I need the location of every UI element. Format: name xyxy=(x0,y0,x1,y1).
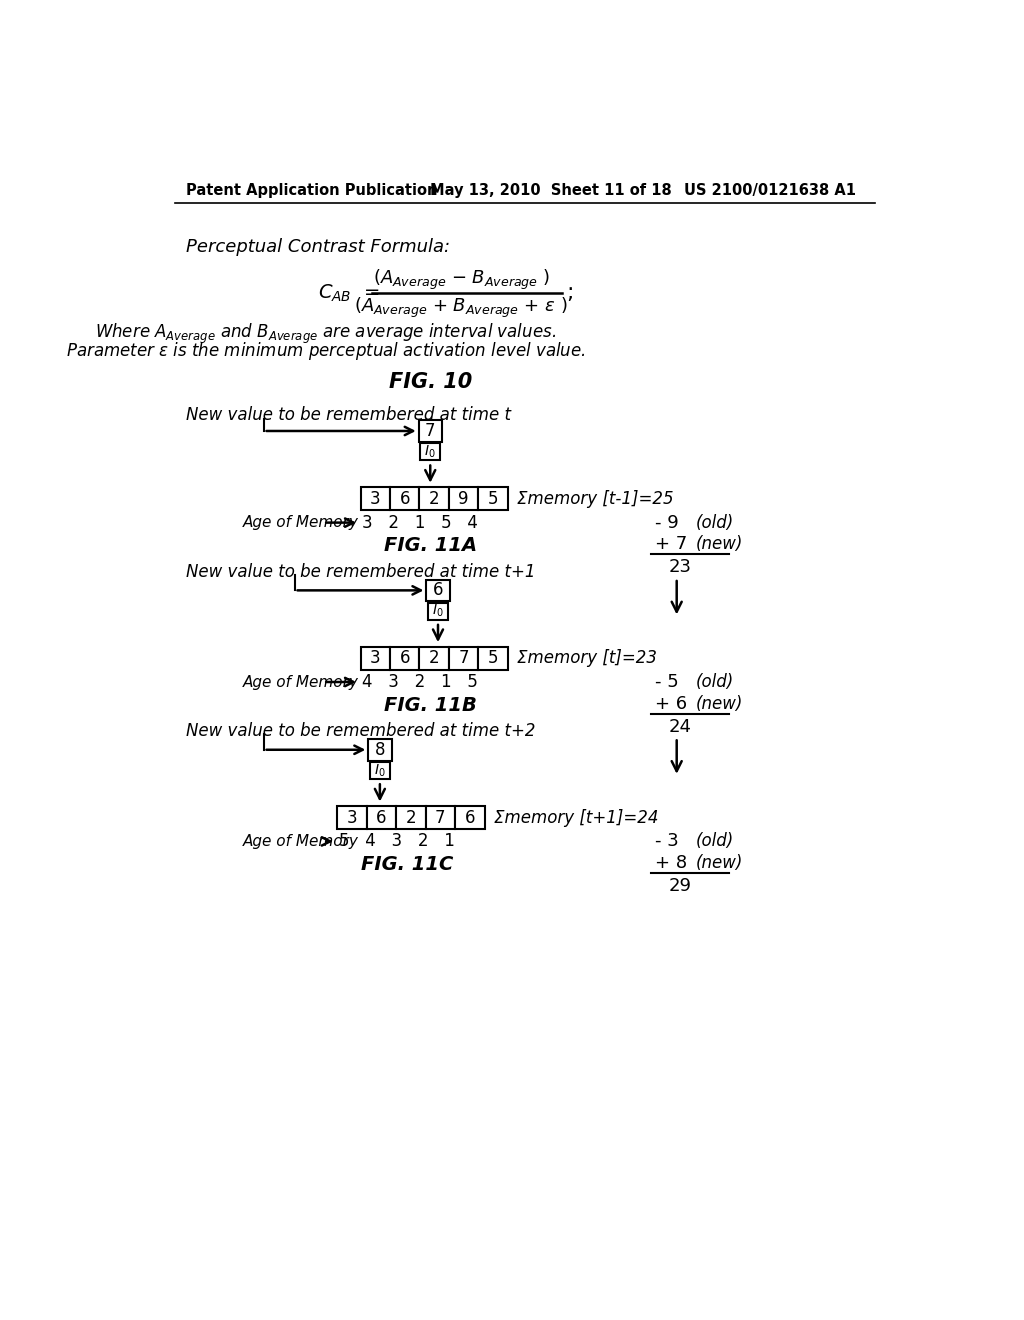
Text: Age of Memory: Age of Memory xyxy=(243,834,358,849)
Bar xyxy=(419,420,442,442)
Bar xyxy=(428,603,449,619)
Bar xyxy=(420,487,449,511)
Text: (old): (old) xyxy=(695,833,733,850)
Bar xyxy=(426,579,450,601)
Text: (old): (old) xyxy=(695,513,733,532)
Bar xyxy=(420,647,449,669)
Text: 6: 6 xyxy=(465,809,475,826)
Bar xyxy=(478,647,508,669)
Text: (new): (new) xyxy=(695,535,742,553)
Text: 5: 5 xyxy=(487,649,499,667)
Text: Perceptual Contrast Formula:: Perceptual Contrast Formula: xyxy=(186,238,451,256)
Text: 6: 6 xyxy=(399,490,410,508)
Text: 2: 2 xyxy=(429,649,439,667)
Bar xyxy=(455,807,484,829)
Text: (new): (new) xyxy=(695,854,742,873)
Text: 2: 2 xyxy=(406,809,416,826)
Text: FIG. 11B: FIG. 11B xyxy=(384,696,477,714)
Bar xyxy=(369,739,391,760)
Bar xyxy=(367,807,396,829)
Bar xyxy=(337,807,367,829)
Text: + 6: + 6 xyxy=(655,694,687,713)
Bar xyxy=(360,647,390,669)
Bar xyxy=(396,807,426,829)
Text: - 5: - 5 xyxy=(655,673,679,690)
Text: Σmemory [t-1]=25: Σmemory [t-1]=25 xyxy=(517,490,674,508)
Text: Age of Memory: Age of Memory xyxy=(243,675,358,689)
Text: 7: 7 xyxy=(435,809,445,826)
Text: Parameter $\varepsilon$ is the minimum perceptual activation level value.: Parameter $\varepsilon$ is the minimum p… xyxy=(66,341,586,362)
Text: - 9: - 9 xyxy=(655,513,679,532)
Bar xyxy=(420,444,440,461)
Text: 7: 7 xyxy=(425,422,435,440)
Text: 7: 7 xyxy=(459,649,469,667)
Text: 6: 6 xyxy=(376,809,387,826)
Bar xyxy=(370,762,390,779)
Text: FIG. 11A: FIG. 11A xyxy=(384,536,477,556)
Text: $I_0$: $I_0$ xyxy=(374,763,386,779)
Bar xyxy=(449,487,478,511)
Text: 6: 6 xyxy=(399,649,410,667)
Text: 5   4   3   2   1: 5 4 3 2 1 xyxy=(339,833,455,850)
Text: + 7: + 7 xyxy=(655,535,687,553)
Bar xyxy=(426,807,455,829)
Text: 29: 29 xyxy=(669,876,692,895)
Text: $I_0$: $I_0$ xyxy=(432,603,443,619)
Text: Σmemory [t+1]=24: Σmemory [t+1]=24 xyxy=(494,809,658,826)
Text: Age of Memory: Age of Memory xyxy=(243,515,358,531)
Bar xyxy=(360,487,390,511)
Text: New value to be remembered at time t+2: New value to be remembered at time t+2 xyxy=(186,722,536,741)
Text: 3   2   1   5   4: 3 2 1 5 4 xyxy=(362,513,478,532)
Bar xyxy=(449,647,478,669)
Bar xyxy=(390,647,420,669)
Text: 3: 3 xyxy=(347,809,357,826)
Text: 6: 6 xyxy=(433,581,443,599)
Bar xyxy=(390,487,420,511)
Text: (old): (old) xyxy=(695,673,733,690)
Text: 5: 5 xyxy=(487,490,499,508)
Text: FIG. 10: FIG. 10 xyxy=(389,372,472,392)
Text: 3: 3 xyxy=(370,649,381,667)
Text: 23: 23 xyxy=(669,558,692,577)
Text: FIG. 11C: FIG. 11C xyxy=(360,855,454,874)
Text: New value to be remembered at time t: New value to be remembered at time t xyxy=(186,407,511,424)
Text: Σmemory [t]=23: Σmemory [t]=23 xyxy=(517,649,657,667)
Text: New value to be remembered at time t+1: New value to be remembered at time t+1 xyxy=(186,562,536,581)
Text: Patent Application Publication: Patent Application Publication xyxy=(186,183,437,198)
Text: $(A_{Average}$ $+$ $B_{Average}$ $+$ $\varepsilon$ $)$: $(A_{Average}$ $+$ $B_{Average}$ $+$ $\v… xyxy=(354,296,568,319)
Text: $C_{AB}$  =: $C_{AB}$ = xyxy=(317,282,380,304)
Text: 9: 9 xyxy=(459,490,469,508)
Text: (new): (new) xyxy=(695,694,742,713)
Text: 3: 3 xyxy=(370,490,381,508)
Text: May 13, 2010  Sheet 11 of 18: May 13, 2010 Sheet 11 of 18 xyxy=(430,183,672,198)
Text: + 8: + 8 xyxy=(655,854,687,873)
Text: 24: 24 xyxy=(669,718,692,735)
Text: $(A_{Average}$ $-$ $B_{Average}$ $)$: $(A_{Average}$ $-$ $B_{Average}$ $)$ xyxy=(373,268,550,292)
Text: 4   3   2   1   5: 4 3 2 1 5 xyxy=(362,673,478,690)
Text: - 3: - 3 xyxy=(655,833,679,850)
Text: $I_0$: $I_0$ xyxy=(425,444,436,459)
Bar xyxy=(478,487,508,511)
Text: 8: 8 xyxy=(375,741,385,759)
Text: Where $A_{Average}$ and $B_{Average}$ are average interval values.: Where $A_{Average}$ and $B_{Average}$ ar… xyxy=(95,322,556,346)
Text: ;: ; xyxy=(566,284,573,304)
Text: 2: 2 xyxy=(429,490,439,508)
Text: US 2100/0121638 A1: US 2100/0121638 A1 xyxy=(684,183,856,198)
